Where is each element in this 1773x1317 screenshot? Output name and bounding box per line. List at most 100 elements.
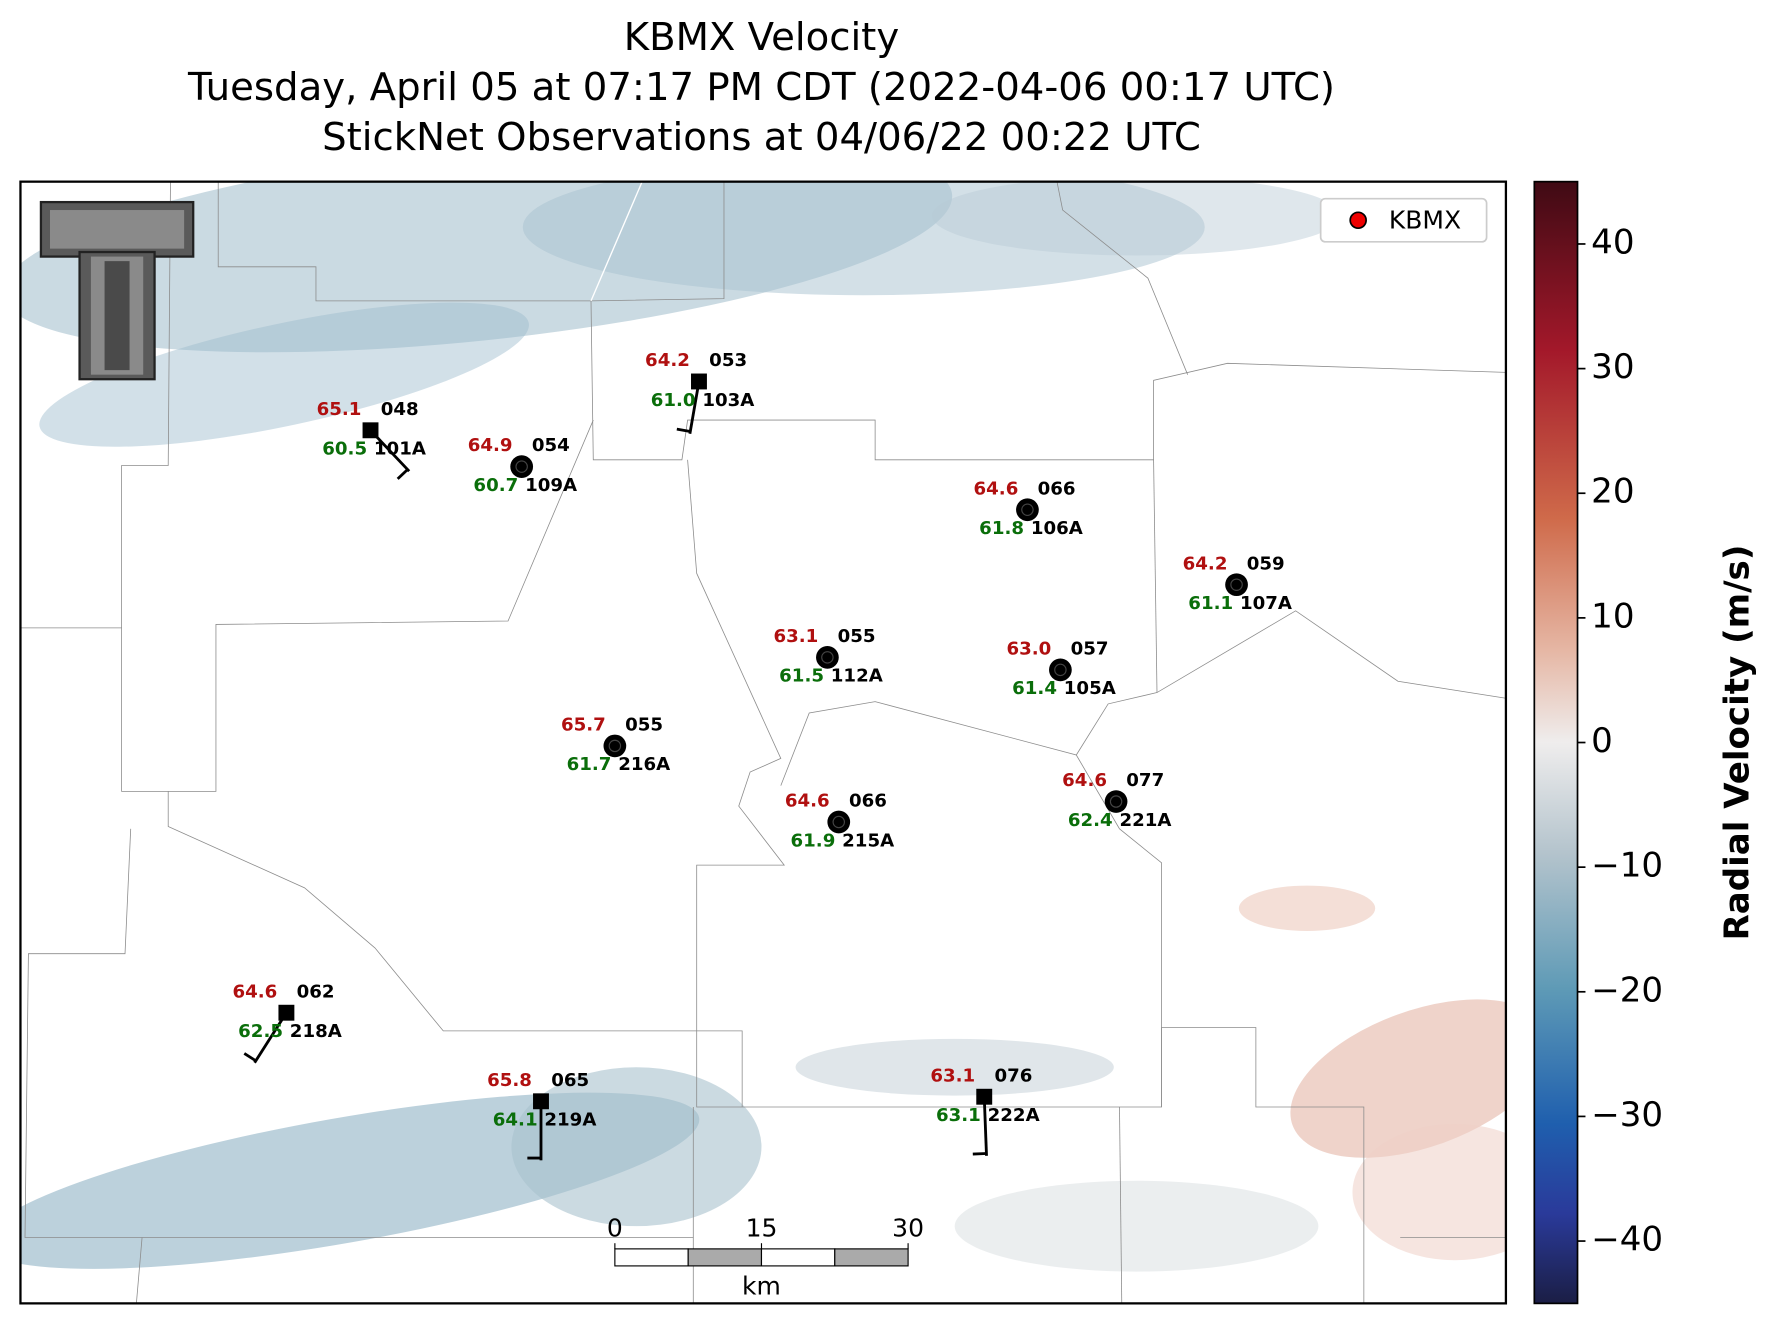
dewpoint: 61.8 xyxy=(979,518,1024,539)
wind-barb-flag xyxy=(243,1052,257,1062)
scale-segment xyxy=(614,1248,689,1267)
station-id: 109A xyxy=(525,475,577,496)
wind-barb-flag xyxy=(396,468,409,480)
station-value: 057 xyxy=(1071,638,1109,659)
dewpoint: 62.4 xyxy=(1068,810,1113,831)
dewpoint: 60.7 xyxy=(473,475,518,496)
station-value: 076 xyxy=(994,1065,1032,1086)
station-value: 055 xyxy=(625,714,663,735)
scale-tick-label: 30 xyxy=(892,1214,924,1243)
station-value: 059 xyxy=(1247,553,1285,574)
temperature: 64.2 xyxy=(645,350,690,371)
station-marker xyxy=(1104,790,1128,813)
station-id: 222A xyxy=(988,1105,1040,1126)
station: 64.2 059 61.1 107A xyxy=(1183,553,1292,614)
station-marker xyxy=(278,1004,295,1021)
temperature: 64.6 xyxy=(785,791,830,812)
station: 64.2 053 61.0 103A xyxy=(645,350,754,434)
temperature: 63.1 xyxy=(773,626,818,647)
colorbar xyxy=(1533,180,1579,1305)
temperature: 65.7 xyxy=(561,714,606,735)
station-marker xyxy=(603,734,627,758)
temperature: 64.9 xyxy=(468,435,513,456)
radar-echoes xyxy=(20,181,1506,1272)
colorbar-tick-label: −30 xyxy=(1591,1095,1663,1135)
station-calm-ring xyxy=(1054,663,1067,677)
dewpoint: 61.1 xyxy=(1188,593,1233,614)
dewpoint: 61.0 xyxy=(651,390,696,411)
station-calm-ring xyxy=(832,815,846,829)
stations: 65.1 048 60.5 101A 64.9 054 60.7 109A 64.2 053 61.… xyxy=(232,350,1292,1161)
dewpoint: 61.5 xyxy=(779,666,824,687)
station-calm-ring xyxy=(608,739,622,753)
station-id: 216A xyxy=(618,754,670,775)
wind-barb-flag xyxy=(676,427,691,433)
title-line: KBMX Velocity xyxy=(624,15,899,60)
scale-segment xyxy=(834,1248,909,1267)
station-id: 107A xyxy=(1240,593,1292,614)
station-id: 221A xyxy=(1119,810,1171,831)
temperature: 64.6 xyxy=(974,478,1019,499)
station-marker xyxy=(533,1093,549,1110)
station-calm-ring xyxy=(1021,503,1034,517)
title-line: Tuesday, April 05 at 07:17 PM CDT (2022-… xyxy=(187,65,1335,110)
colorbar-tick-label: −10 xyxy=(1591,846,1663,886)
colorbar-tick-label: 40 xyxy=(1591,222,1634,262)
station-marker xyxy=(827,810,851,834)
dewpoint: 61.9 xyxy=(791,830,836,851)
station-id: 219A xyxy=(544,1110,596,1131)
temperature: 64.2 xyxy=(1183,553,1228,574)
station: 64.9 054 60.7 109A xyxy=(468,435,577,496)
station-marker xyxy=(976,1088,993,1105)
colorbar-tick-label: 10 xyxy=(1591,596,1634,636)
station-calm-ring xyxy=(1230,578,1243,591)
dewpoint: 61.4 xyxy=(1012,678,1057,699)
map-area: 65.1 048 60.5 101A 64.9 054 60.7 109A 64.2 053 61.… xyxy=(20,181,1506,1304)
legend: KBMX xyxy=(1319,197,1488,243)
colorbar-ticks: 40 30 20 10 0 −10 −20 −30 −40 xyxy=(1577,222,1663,1260)
station-marker xyxy=(816,646,839,669)
station: 63.1 055 61.5 112A xyxy=(773,626,882,687)
logo xyxy=(39,200,195,381)
station-value: 077 xyxy=(1126,770,1164,791)
station-marker xyxy=(1225,573,1248,597)
station: 65.8 065 64.1 219A xyxy=(487,1070,596,1161)
station-calm-ring xyxy=(1109,795,1123,808)
temperature: 64.6 xyxy=(232,981,277,1002)
scale-unit: km xyxy=(742,1271,781,1300)
temperature: 64.6 xyxy=(1062,770,1107,791)
temperature: 63.1 xyxy=(930,1065,975,1086)
wind-barb xyxy=(688,381,701,434)
station-marker xyxy=(510,455,534,478)
scale-tick-label: 15 xyxy=(746,1214,778,1243)
legend-label: KBMX xyxy=(1389,205,1461,234)
station-value: 053 xyxy=(709,350,747,371)
station-value: 055 xyxy=(838,626,876,647)
temperature: 65.8 xyxy=(487,1070,532,1091)
dewpoint: 61.7 xyxy=(567,754,612,775)
station-marker xyxy=(1016,498,1039,522)
station: 65.7 055 61.7 216A xyxy=(561,714,670,775)
wind-barb xyxy=(982,1096,988,1156)
wind-barb xyxy=(253,1011,288,1064)
colorbar-tick-label: 20 xyxy=(1591,472,1634,512)
legend-box xyxy=(1319,197,1488,243)
colorbar-tick-label: 0 xyxy=(1591,721,1613,761)
station-value: 048 xyxy=(381,399,419,420)
station: 63.0 057 61.4 105A xyxy=(1006,638,1115,699)
scale-tick-label: 0 xyxy=(607,1214,623,1243)
station-marker xyxy=(1049,658,1072,682)
station: 63.1 076 63.1 222A xyxy=(930,1065,1040,1156)
dewpoint: 62.5 xyxy=(238,1021,283,1042)
station-calm-ring xyxy=(515,460,528,473)
colorbar-tick-label: −20 xyxy=(1591,970,1663,1010)
scale-bar: 0 15 30 km xyxy=(607,1214,924,1301)
map-background xyxy=(20,181,1506,1304)
wind-barb-flag xyxy=(972,1152,987,1156)
title-line: StickNet Observations at 04/06/22 00:22 … xyxy=(322,115,1201,160)
station-value: 054 xyxy=(532,435,570,456)
station-id: 101A xyxy=(374,439,426,460)
station-id: 105A xyxy=(1064,678,1116,699)
colorbar-tick-label: −40 xyxy=(1591,1220,1663,1260)
